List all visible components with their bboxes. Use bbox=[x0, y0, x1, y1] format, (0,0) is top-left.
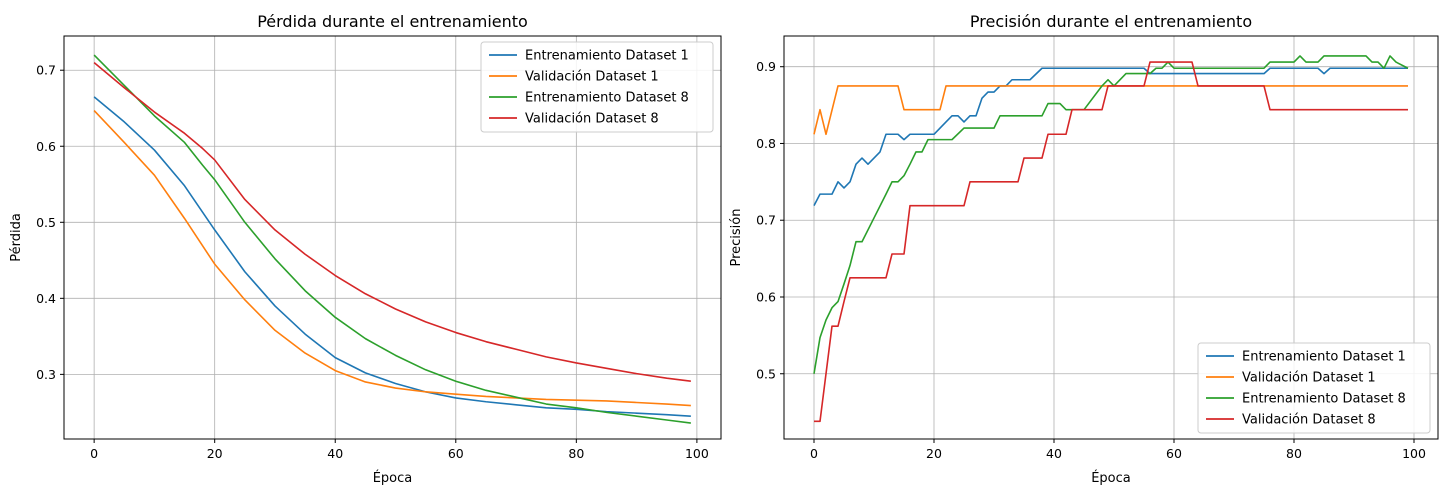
accuracy-y-tick-label: 0.9 bbox=[756, 59, 776, 74]
accuracy-y-tick-label: 0.5 bbox=[756, 366, 776, 381]
loss-legend-label-3: Entrenamiento Dataset 8 bbox=[525, 91, 689, 106]
accuracy-series bbox=[813, 55, 1409, 423]
loss-legend-label-4: Validación Dataset 8 bbox=[525, 112, 659, 127]
loss-plot-frame bbox=[63, 35, 722, 440]
loss-legend-label-1: Entrenamiento Dataset 1 bbox=[525, 49, 689, 64]
accuracy-x-tick-label: 20 bbox=[926, 446, 942, 461]
loss-x-tick-label: 40 bbox=[327, 446, 343, 461]
loss-x-tick-label: 100 bbox=[685, 446, 709, 461]
accuracy-x-tick-label: 0 bbox=[810, 446, 818, 461]
loss-y-axis-label: Pérdida bbox=[9, 213, 24, 262]
accuracy-legend-label-3: Entrenamiento Dataset 8 bbox=[1242, 392, 1406, 407]
loss-x-tick-label: 80 bbox=[568, 446, 584, 461]
accuracy-legend-label-1: Entrenamiento Dataset 1 bbox=[1242, 350, 1406, 365]
loss-panel: 0 20 40 60 80 100 0.3 0.4 0.5 0.6 0.7 Pérdida dura… bbox=[9, 12, 722, 486]
accuracy-legend-box bbox=[1197, 342, 1431, 434]
accuracy-x-tick-label: 40 bbox=[1046, 446, 1062, 461]
accuracy-legend-label-2: Validación Dataset 1 bbox=[1242, 371, 1376, 386]
accuracy-ticks: 0 20 40 60 80 100 0.5 0.6 0.7 0.8 0.9 bbox=[756, 59, 1426, 461]
accuracy-x-tick-label: 60 bbox=[1166, 446, 1182, 461]
accuracy-series-line-4 bbox=[814, 61, 1408, 423]
accuracy-legend-label-4: Validación Dataset 8 bbox=[1242, 413, 1376, 428]
loss-legend-label-2: Validación Dataset 1 bbox=[525, 70, 659, 85]
loss-legend: Entrenamiento Dataset 1 Validación Datase… bbox=[480, 41, 714, 133]
accuracy-x-axis-label: Época bbox=[1091, 470, 1131, 486]
accuracy-series-line-2 bbox=[813, 85, 1408, 136]
accuracy-plot-frame bbox=[783, 35, 1439, 440]
loss-y-tick-label: 0.3 bbox=[36, 367, 56, 382]
accuracy-y-tick-label: 0.7 bbox=[756, 213, 776, 228]
accuracy-y-axis-label: Precisión bbox=[729, 208, 744, 266]
loss-x-axis-label: Época bbox=[373, 470, 413, 486]
accuracy-y-tick-label: 0.8 bbox=[756, 136, 776, 151]
loss-legend-box bbox=[480, 41, 714, 133]
loss-series-line-4 bbox=[93, 61, 691, 383]
accuracy-chart-title: Precisión durante el entrenamiento bbox=[970, 12, 1252, 31]
accuracy-x-tick-label: 100 bbox=[1402, 446, 1426, 461]
loss-x-tick-label: 20 bbox=[207, 446, 223, 461]
loss-series bbox=[93, 54, 691, 424]
loss-x-tick-label: 0 bbox=[90, 446, 98, 461]
loss-ticks: 0 20 40 60 80 100 0.3 0.4 0.5 0.6 0.7 bbox=[36, 63, 709, 461]
loss-y-tick-label: 0.7 bbox=[36, 63, 56, 78]
accuracy-panel: 0 20 40 60 80 100 0.5 0.6 0.7 0.8 0.9 Precisión du… bbox=[729, 12, 1439, 486]
loss-series-line-3 bbox=[93, 54, 691, 424]
accuracy-legend: Entrenamiento Dataset 1 Validación Datase… bbox=[1197, 342, 1431, 434]
loss-chart-title: Pérdida durante el entrenamiento bbox=[257, 12, 528, 31]
loss-x-tick-label: 60 bbox=[448, 446, 464, 461]
loss-series-line-2 bbox=[93, 109, 691, 407]
loss-y-tick-label: 0.4 bbox=[36, 291, 56, 306]
loss-y-tick-label: 0.6 bbox=[36, 139, 56, 154]
accuracy-y-tick-label: 0.6 bbox=[756, 289, 776, 304]
loss-y-tick-label: 0.5 bbox=[36, 215, 56, 230]
accuracy-x-tick-label: 80 bbox=[1286, 446, 1302, 461]
accuracy-series-line-3 bbox=[813, 55, 1409, 374]
